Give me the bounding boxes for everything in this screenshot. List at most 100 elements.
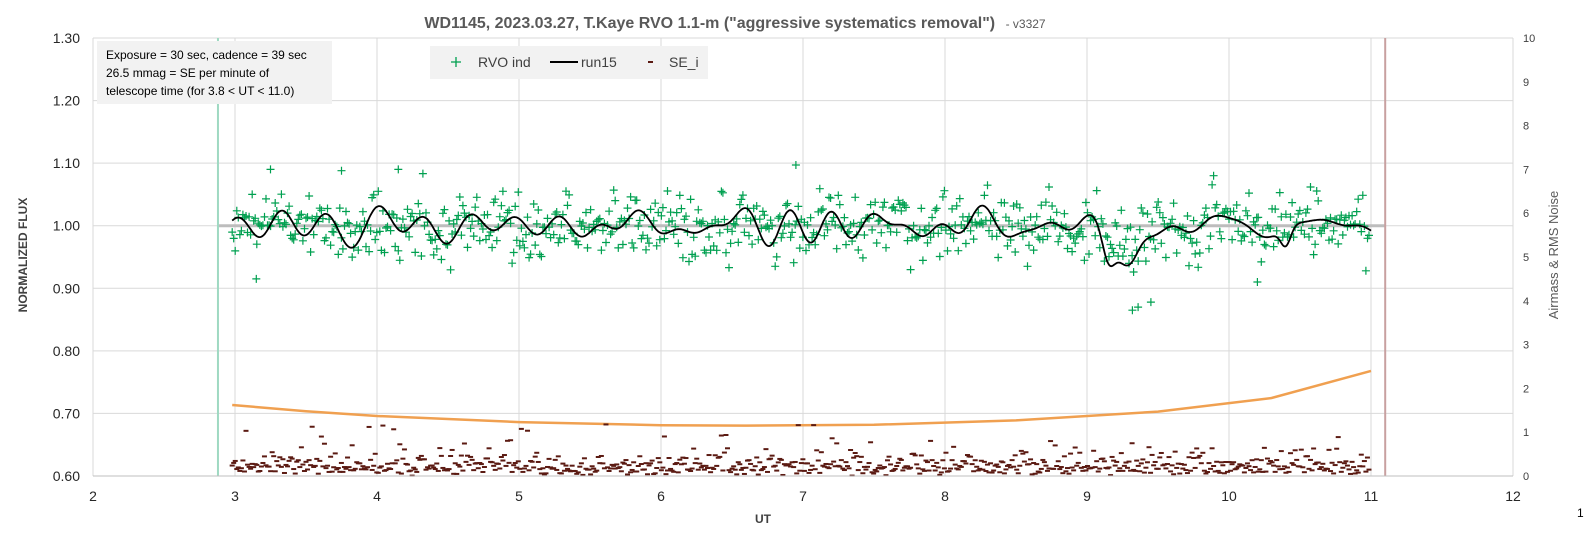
rvo-ind-point [306, 248, 315, 256]
x-tick-label: 5 [515, 488, 523, 504]
rvo-ind-point [1334, 239, 1343, 248]
rvo-ind-point [780, 221, 789, 230]
chart-title-version: - v3327 [1006, 17, 1046, 31]
rvo-ind-point [871, 198, 880, 207]
rvo-ind-point [1189, 216, 1198, 225]
rvo-ind-point [560, 234, 569, 243]
rvo-ind-point [808, 233, 817, 242]
rvo-ind-point [658, 203, 667, 212]
rvo-ind-point [1151, 244, 1160, 253]
rvo-ind-point [722, 248, 730, 257]
rvo-ind-point [672, 208, 681, 217]
rvo-ind-point [1192, 238, 1201, 247]
info-box-background [97, 41, 332, 104]
rvo-ind-point [638, 231, 647, 240]
rvo-ind-point [1329, 226, 1338, 235]
rvo-ind-point [1295, 206, 1304, 215]
rvo-ind-point [312, 212, 321, 221]
rvo-ind-point [1146, 298, 1155, 307]
rvo-ind-point [685, 257, 693, 266]
rvo-ind-point [858, 253, 867, 262]
rvo-ind-point [582, 208, 590, 217]
rvo-ind-point [774, 214, 783, 223]
rvo-ind-point [1126, 223, 1135, 232]
rvo-ind-point [492, 236, 501, 245]
rvo-ind-point [1060, 209, 1069, 218]
rvo-ind-point [526, 250, 535, 259]
rvo-ind-point [323, 204, 332, 213]
rvo-ind-point [632, 196, 641, 205]
rvo-ind-point [786, 233, 795, 242]
rvo-ind-point [1277, 212, 1286, 221]
chart-title: WD1145, 2023.03.27, T.Kaye RVO 1.1-m ("a… [424, 15, 1046, 32]
rvo-ind-point [1097, 214, 1106, 223]
rvo-ind-point [1129, 268, 1138, 276]
rvo-ind-point [365, 247, 374, 256]
rvo-ind-point [1312, 187, 1321, 195]
rvo-ind-point [303, 213, 312, 222]
rvo-ind-point [823, 225, 832, 234]
rvo-ind-point [615, 217, 624, 226]
y2-tick-label: 7 [1523, 164, 1529, 176]
airmass-line [232, 369, 1372, 427]
rvo-ind-point [817, 206, 826, 215]
rvo-ind-point [471, 203, 480, 212]
rvo-ind-point [1172, 249, 1181, 257]
rvo-ind-point [891, 206, 900, 215]
rvo-ind-point [1215, 227, 1224, 236]
x-tick-label: 3 [231, 488, 239, 504]
rvo-ind-point [374, 187, 383, 196]
rvo-ind-point [946, 229, 955, 238]
rvo-ind-point [1138, 209, 1147, 217]
rvo-ind-point [1261, 241, 1270, 250]
rvo-ind-point [712, 246, 721, 255]
rvo-ind-point [755, 215, 764, 224]
rvo-ind-point [1308, 224, 1317, 233]
y2-tick-label: 3 [1523, 340, 1529, 352]
rvo-ind-point [752, 202, 761, 210]
run15-line [231, 204, 1372, 268]
y2-tick-label: 2 [1523, 383, 1529, 395]
chart-title-main: WD1145, 2023.03.27, T.Kaye RVO 1.1-m ("a… [424, 15, 995, 32]
rvo-ind-point [252, 240, 261, 249]
rvo-ind-point [1305, 232, 1313, 241]
rvo-ind-point [789, 258, 798, 267]
rvo-ind-point [880, 198, 889, 207]
rvo-ind-point [1337, 211, 1346, 220]
rvo-ind-point [882, 243, 890, 252]
rvo-ind-point [248, 190, 257, 199]
rvo-ind-point [954, 246, 963, 255]
y2-tick-label: 9 [1523, 77, 1529, 89]
info-box: Exposure = 30 sec, cadence = 39 sec 26.5… [97, 41, 332, 104]
y2-axis-title: Airmass & RMS Noise [1546, 191, 1561, 320]
rvo-ind-point [485, 231, 494, 240]
y2-tick-label: 0 [1523, 471, 1529, 483]
rvo-ind-point [298, 236, 307, 245]
y-tick-label: 0.60 [53, 468, 80, 484]
rvo-ind-point [394, 246, 403, 255]
rvo-ind-point [1180, 233, 1189, 242]
rvo-ind-point [445, 216, 454, 225]
rvo-ind-point [525, 253, 534, 262]
rvo-ind-point [1301, 208, 1310, 217]
info-note-line-3: telescope time (for 3.8 < UT < 11.0) [106, 84, 294, 98]
rvo-ind-point [920, 225, 929, 234]
rvo-ind-point [297, 210, 306, 219]
rvo-ind-point [772, 252, 781, 261]
rvo-ind-point [698, 217, 707, 226]
rvo-ind-point [429, 250, 438, 259]
rvo-ind-point [1183, 212, 1192, 220]
rvo-ind-point [498, 187, 507, 196]
rvo-ind-point [1054, 237, 1063, 246]
x-tick-label: 2 [89, 488, 97, 504]
axes-layer: 2 3 4 5 6 7 8 9 10 11 120.600.700.800.901.001.101.… [53, 30, 1536, 504]
rvo-ind-point [1140, 243, 1149, 252]
rvo-ind-point [520, 243, 529, 252]
rvo-ind-point [1041, 198, 1050, 207]
rvo-ind-point [723, 225, 732, 234]
rvo-ind-point [508, 259, 517, 268]
rvo-ind-point [455, 193, 464, 201]
rvo-ind-point [735, 200, 744, 209]
rvo-ind-point [408, 209, 417, 218]
rvo-ind-point [826, 194, 835, 202]
